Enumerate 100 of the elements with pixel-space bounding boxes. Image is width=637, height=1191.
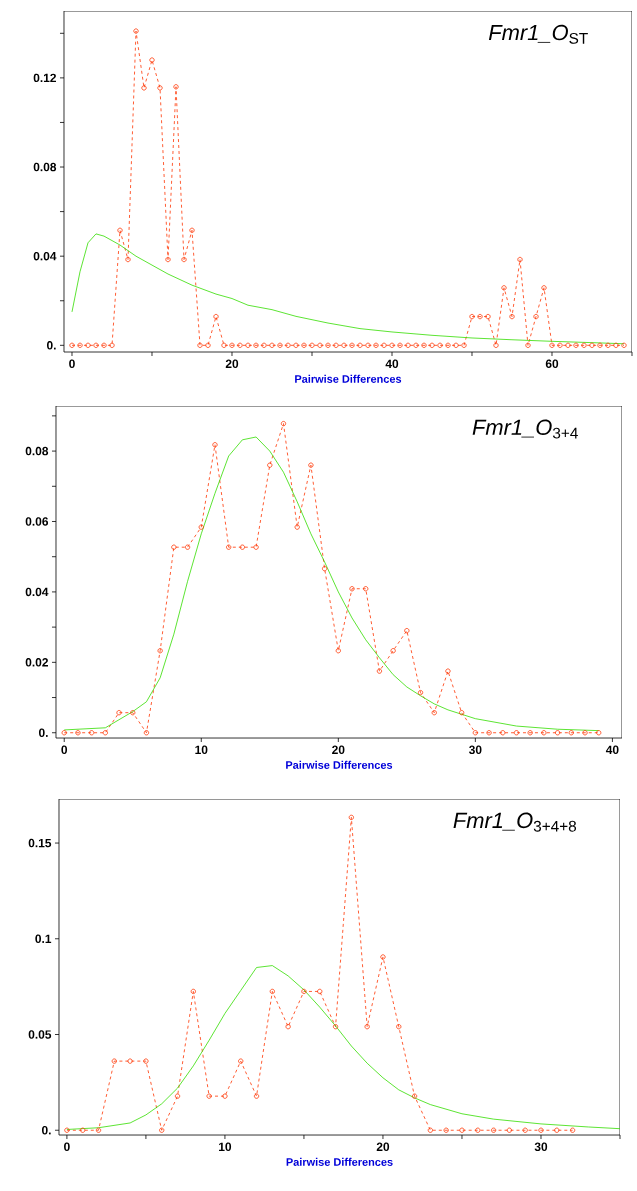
x-tick-label: 0 [61,745,68,754]
x-tick-label: 10 [195,745,208,754]
point [364,1024,370,1030]
point [363,586,369,592]
point [445,668,451,674]
y-tick-label: 0. [41,1126,51,1135]
x-tick-label: 60 [545,359,559,368]
point [459,710,465,716]
point [190,988,196,995]
point [417,690,424,696]
point [253,1093,260,1099]
x-tick-label: 30 [534,1142,548,1152]
text: Fmr1_O$_{ST}$ [488,24,588,44]
x-tick-label: 20 [332,745,345,754]
point [198,524,204,530]
point [171,544,177,550]
y-tick-label: 0.06 [25,517,49,526]
y-tick-label: 0. [38,728,48,737]
point [554,1127,560,1133]
point [206,1093,212,1099]
point [75,730,81,736]
point [143,730,150,736]
point [411,1093,418,1099]
point [404,628,410,634]
x-tick-label: 30 [468,745,482,755]
point [116,710,122,716]
y-tick-label: 0.04 [33,251,57,261]
x-tick-label: 20 [376,1142,390,1151]
point [127,1058,133,1064]
point [472,730,478,736]
x-tick-label: 0 [64,1142,70,1151]
point [538,1127,544,1133]
point [522,1127,528,1133]
point [596,730,602,736]
point [527,730,533,736]
point [64,1127,70,1133]
point [348,814,354,820]
point [443,1127,449,1133]
y-tick-label: 0.12 [33,73,56,83]
x-axis-title: Pairwise Differences [286,1157,393,1166]
point [102,730,108,736]
point [280,421,287,427]
point [253,544,259,550]
x-tick-label: 0 [69,359,75,368]
point [500,730,506,736]
y-tick-label: 0.15 [28,838,52,848]
point [184,544,191,550]
y-tick-label: 0.08 [33,162,57,172]
point [322,566,328,572]
point [80,1127,86,1133]
point [475,1127,481,1133]
point [427,1127,433,1133]
point [568,730,574,736]
point [390,648,396,654]
x-axis-title: Pairwise Differences [286,760,393,769]
point [301,988,307,995]
y-tick-label: 0.05 [28,1030,52,1039]
point [317,988,323,995]
point [582,730,588,736]
point [376,668,383,674]
point [159,1127,165,1133]
point [157,648,163,654]
point [111,1058,117,1064]
point [269,988,275,995]
line-series [66,965,620,1130]
point [174,1093,181,1099]
y-tick-label: 0.1 [35,934,52,943]
point [380,954,386,960]
point [335,648,341,654]
point [569,1127,576,1133]
x-axis-title: Pairwise Differences [295,374,402,383]
x-tick-label: 10 [219,1142,232,1151]
point [332,1024,339,1030]
point [285,1024,291,1030]
point [490,1127,497,1133]
point [541,730,547,736]
y-tick-label: 0. [46,341,56,350]
point [294,524,300,530]
point [61,730,67,736]
point [431,710,437,716]
point [222,1093,228,1099]
point [130,710,136,716]
point [506,1127,512,1133]
point [89,730,95,736]
point [396,1024,402,1030]
point [238,1058,244,1064]
point [513,730,520,736]
x-tick-label: 20 [225,359,239,368]
point [226,544,232,550]
point [349,586,355,592]
point [143,1058,149,1064]
point [212,442,218,448]
y-tick-label: 0.02 [25,658,48,667]
y-tick-label: 0.04 [25,587,49,597]
point [267,462,273,468]
text: Fmr1_O$_{3+4+8}$ [453,812,577,832]
point [239,544,245,550]
line-series [71,233,625,345]
x-tick-label: 40 [385,359,399,368]
point [486,730,492,736]
